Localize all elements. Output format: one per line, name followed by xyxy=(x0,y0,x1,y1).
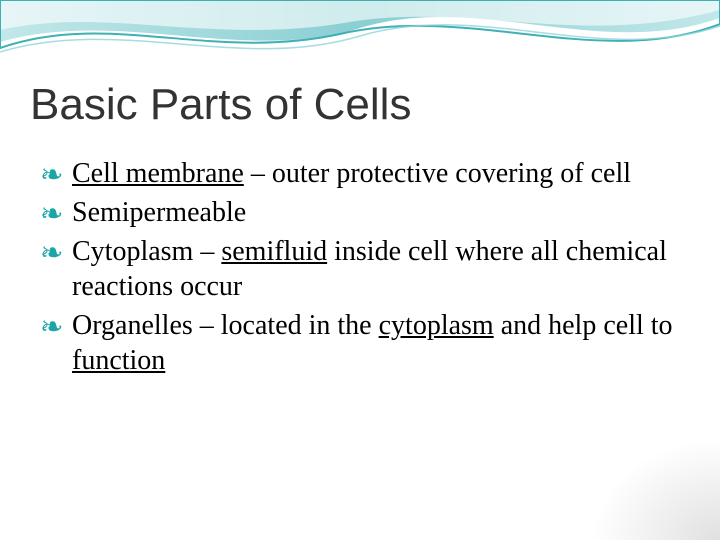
text-run: Cytoplasm – xyxy=(72,236,221,267)
bullet-item: ❧Cytoplasm – semifluid inside cell where… xyxy=(40,234,690,304)
text-run: Organelles – located in the xyxy=(72,310,379,341)
text-run: and help cell to xyxy=(494,310,673,341)
wave-stroke xyxy=(0,0,720,48)
text-run: Cell membrane xyxy=(72,158,244,189)
bullet-icon: ❧ xyxy=(40,158,63,193)
bullet-icon: ❧ xyxy=(40,310,63,345)
slide-title: Basic Parts of Cells xyxy=(30,80,690,130)
bullet-icon: ❧ xyxy=(40,236,63,271)
bullet-item: ❧ Organelles – located in the cytoplasm a… xyxy=(40,308,690,378)
text-run: – outer protective covering of cell xyxy=(244,158,631,189)
bullet-item: ❧ Semipermeable xyxy=(40,195,690,230)
text-run: Semipermeable xyxy=(72,197,246,228)
wave-stroke-2 xyxy=(0,25,720,52)
wave-decoration xyxy=(0,0,720,90)
bullet-icon: ❧ xyxy=(40,197,63,232)
wave-highlight xyxy=(0,0,720,30)
bullet-item: ❧ Cell membrane – outer protective coveri… xyxy=(40,156,690,191)
bullet-list: ❧ Cell membrane – outer protective coveri… xyxy=(30,156,690,378)
text-run: semifluid xyxy=(221,236,327,267)
text-run: cytoplasm xyxy=(379,310,494,341)
text-run: function xyxy=(72,345,165,376)
corner-shadow xyxy=(580,430,720,540)
slide-content: Basic Parts of Cells ❧ Cell membrane – ou… xyxy=(30,80,690,382)
